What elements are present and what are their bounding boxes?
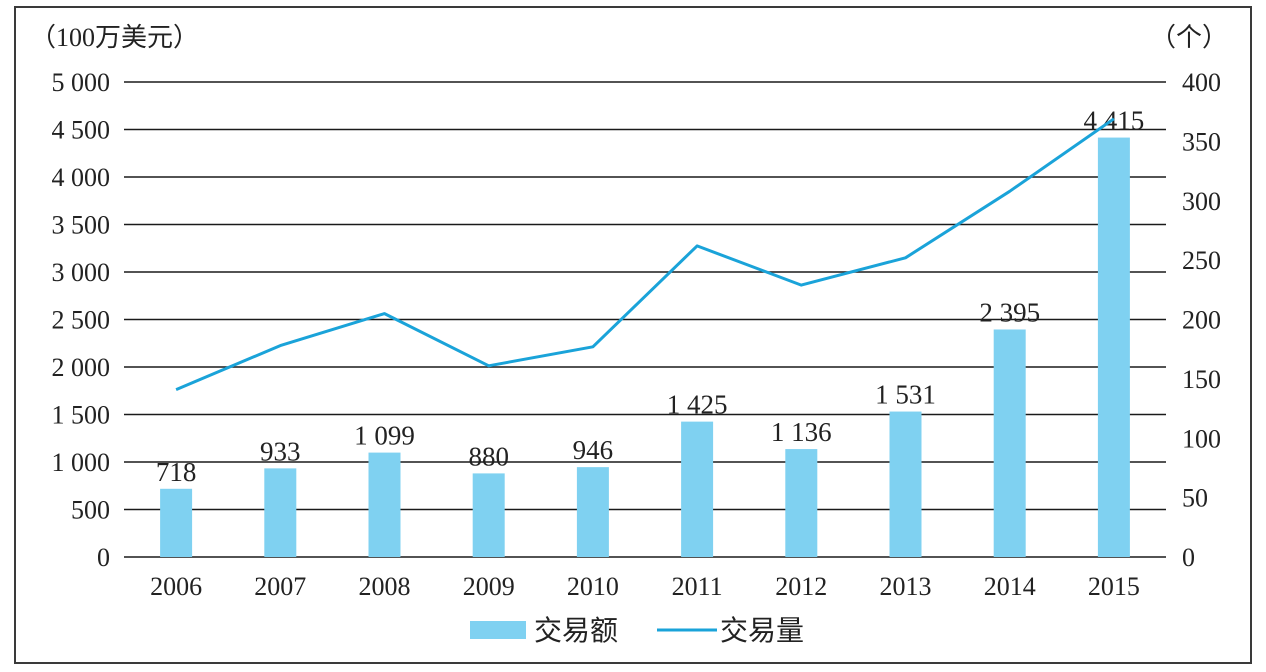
x-tick-label: 2006	[150, 572, 202, 601]
y-left-tick-label: 3 500	[52, 211, 111, 240]
y-left-tick-label: 4 500	[52, 116, 111, 145]
y-right-tick-label: 350	[1182, 127, 1221, 156]
bar-2009	[472, 473, 505, 557]
chart-frame	[14, 6, 1252, 664]
y-left-tick-label: 0	[97, 543, 110, 572]
bar-data-label: 2 395	[979, 297, 1040, 327]
bar-2008	[368, 452, 401, 557]
y-right-tick-label: 50	[1182, 484, 1208, 513]
bar-2010	[576, 467, 609, 557]
y-right-unit-label: （个）	[1150, 23, 1228, 52]
bar-data-label: 880	[468, 441, 509, 471]
x-tick-label: 2015	[1088, 572, 1140, 601]
bar-2007	[264, 468, 297, 557]
y-right-tick-label: 200	[1182, 306, 1221, 335]
bar-data-label: 946	[573, 435, 614, 465]
y-left-unit-label: （100万美元）	[30, 23, 199, 52]
legend-label-line: 交易量	[720, 615, 804, 647]
y-right-tick-label: 150	[1182, 365, 1221, 394]
bar-data-label: 1 099	[354, 421, 415, 451]
y-right-tick-label: 400	[1182, 68, 1221, 97]
y-right-tick-label: 100	[1182, 424, 1221, 453]
legend-label-bar: 交易额	[534, 615, 618, 647]
line-series-交易量	[175, 117, 1115, 391]
bar-2015	[1097, 137, 1130, 557]
x-tick-label: 2010	[567, 572, 619, 601]
x-tick-label: 2012	[775, 572, 827, 601]
bar-data-label: 1 425	[667, 390, 728, 420]
bar-2013	[889, 411, 922, 557]
x-tick-label: 2014	[984, 572, 1036, 601]
y-left-tick-label: 2 000	[52, 353, 111, 382]
y-left-tick-label: 4 000	[52, 163, 111, 192]
x-tick-label: 2011	[672, 572, 723, 601]
y-right-tick-label: 0	[1182, 543, 1195, 572]
x-tick-label: 2013	[880, 572, 932, 601]
bar-2006	[160, 488, 193, 557]
y-left-tick-label: 3 000	[52, 258, 111, 287]
bar-2012	[785, 449, 818, 557]
bar-data-label: 1 531	[875, 380, 936, 410]
bar-2011	[681, 421, 714, 557]
bar-data-label: 718	[156, 457, 197, 487]
y-left-tick-label: 500	[71, 496, 110, 525]
y-left-tick-label: 1 500	[52, 401, 111, 430]
bar-data-label: 933	[260, 436, 301, 466]
y-left-tick-label: 1 000	[52, 448, 111, 477]
y-left-tick-label: 5 000	[52, 68, 111, 97]
bar-2014	[993, 329, 1026, 557]
legend-swatch-bar	[470, 621, 526, 639]
x-tick-label: 2008	[359, 572, 411, 601]
y-right-tick-label: 300	[1182, 187, 1221, 216]
bar-data-label: 1 136	[771, 417, 832, 447]
x-tick-label: 2009	[463, 572, 515, 601]
x-tick-label: 2007	[254, 572, 306, 601]
y-right-tick-label: 250	[1182, 246, 1221, 275]
y-left-tick-label: 2 500	[52, 306, 111, 335]
